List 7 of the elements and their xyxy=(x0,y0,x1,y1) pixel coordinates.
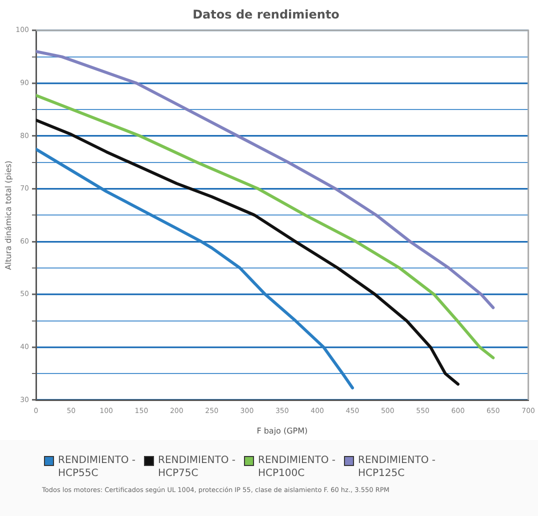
legend-label: RENDIMIENTO - HCP75C xyxy=(158,454,237,480)
chart-title: Datos de rendimiento xyxy=(192,7,340,22)
x-axis-title: F bajo (GPM) xyxy=(256,426,308,436)
legend-label: RENDIMIENTO - HCP125C xyxy=(358,454,437,480)
legend-label: RENDIMIENTO - HCP100C xyxy=(258,454,337,480)
legend-label: RENDIMIENTO - HCP55C xyxy=(58,454,137,480)
y-axis-title: Altura dinámica total (pies) xyxy=(4,160,13,270)
